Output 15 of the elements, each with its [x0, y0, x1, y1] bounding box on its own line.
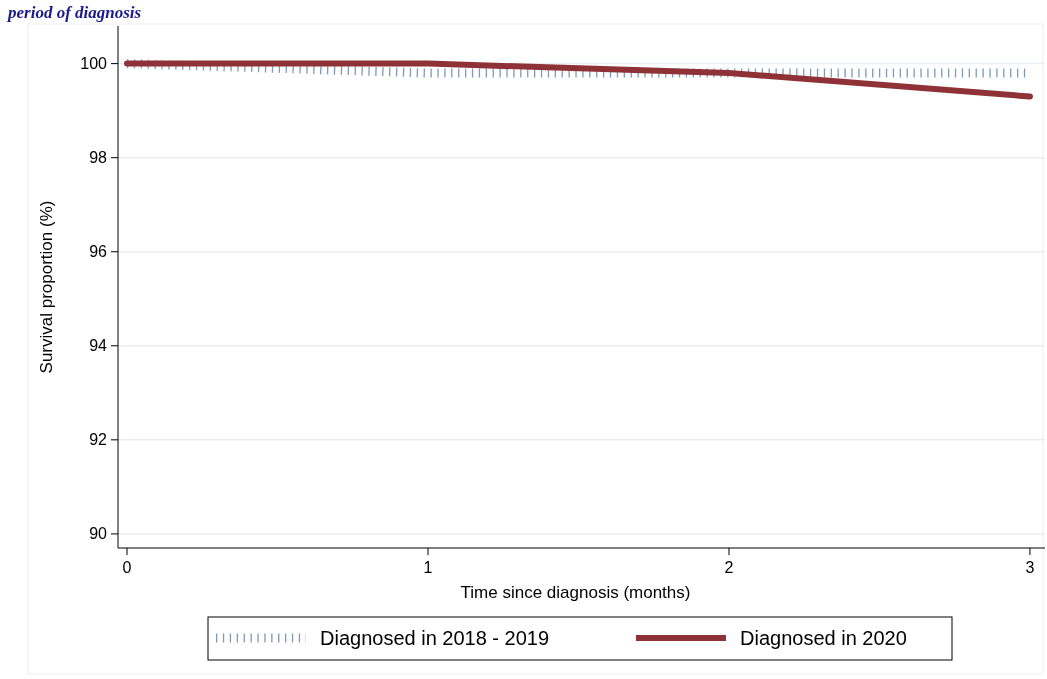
y-tick-label: 96: [89, 243, 108, 261]
y-axis-title: Survival proportion (%): [37, 200, 56, 374]
y-tick-label: 94: [89, 337, 108, 355]
x-tick-label: 0: [122, 559, 132, 576]
y-tick-label: 92: [89, 431, 108, 449]
y-tick-label: 98: [89, 149, 108, 167]
legend-label: Diagnosed in 2020: [740, 627, 907, 649]
legend-label: Diagnosed in 2018 - 2019: [320, 627, 550, 649]
x-tick-label: 1: [423, 559, 433, 576]
chart-title: period of diagnosis: [6, 3, 142, 22]
x-tick-label: 2: [724, 559, 734, 576]
x-axis-title: Time since diagnosis (months): [460, 583, 691, 602]
y-tick-label: 100: [80, 55, 108, 73]
x-tick-label: 3: [1025, 559, 1035, 576]
y-tick-label: 90: [89, 525, 108, 543]
